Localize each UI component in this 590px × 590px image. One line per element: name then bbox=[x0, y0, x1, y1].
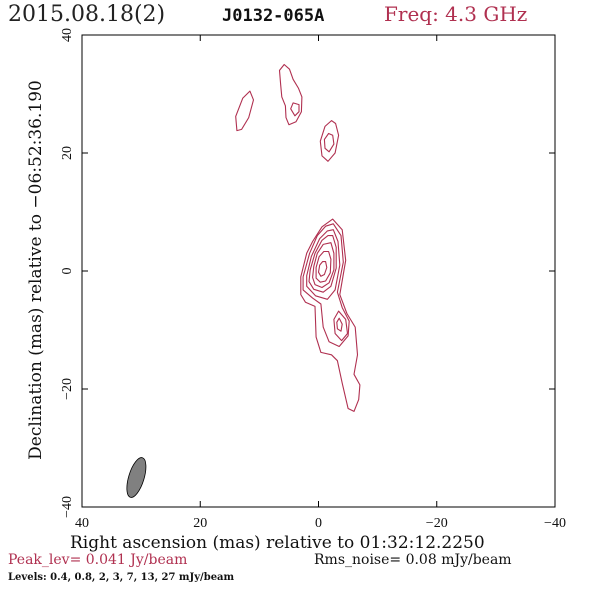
y-tick-label: 40 bbox=[60, 28, 75, 42]
x-tick-label: −40 bbox=[544, 516, 566, 531]
contour-core-3 bbox=[306, 229, 341, 300]
contour-jet-knot-inner bbox=[336, 317, 343, 332]
contour-top-blob bbox=[278, 63, 303, 126]
contour-core-7 bbox=[317, 261, 328, 277]
source-name: J0132-065A bbox=[222, 6, 325, 26]
y-axis-label: Declination (mas) relative to −06:52:36.… bbox=[26, 80, 46, 460]
x-tick-label: 40 bbox=[75, 516, 89, 531]
peak-level: Peak_lev= 0.041 Jy/beam bbox=[8, 552, 188, 568]
contour-levels: Levels: 0.4, 0.8, 2, 3, 7, 13, 27 mJy/be… bbox=[8, 572, 235, 583]
frequency-label: Freq: 4.3 GHz bbox=[384, 2, 528, 26]
y-tick-label: 20 bbox=[60, 146, 75, 160]
y-tick-label: −40 bbox=[60, 496, 75, 518]
contour-left-blob bbox=[235, 90, 255, 132]
beam-ellipse bbox=[126, 457, 147, 498]
contour-north-blob bbox=[319, 120, 340, 162]
x-axis-label: Right ascension (mas) relative to 01:32:… bbox=[70, 533, 485, 553]
contour-top-blob-inner bbox=[290, 102, 300, 117]
contour-core-1 bbox=[300, 218, 361, 412]
tick-layer: 40 20 0 −20 −40 −40 −20 0 20 40 bbox=[60, 28, 566, 531]
x-tick-label: 20 bbox=[193, 516, 207, 531]
contour-core-2 bbox=[302, 223, 350, 348]
contour-core-4 bbox=[308, 235, 337, 293]
x-tick-label: 0 bbox=[315, 516, 322, 531]
contour-layer bbox=[235, 63, 361, 412]
contour-jet-knot-outer bbox=[333, 310, 349, 342]
beam-layer bbox=[126, 457, 147, 498]
contour-north-blob-inner bbox=[323, 132, 335, 153]
contour-core-6 bbox=[315, 250, 332, 283]
contour-core-5 bbox=[312, 242, 335, 289]
y-tick-label: 0 bbox=[60, 268, 75, 275]
x-tick-label: −20 bbox=[426, 516, 448, 531]
y-tick-label: −20 bbox=[60, 378, 75, 400]
observation-date: 2015.08.18(2) bbox=[8, 2, 166, 27]
rms-noise: Rms_noise= 0.08 mJy/beam bbox=[314, 552, 512, 568]
